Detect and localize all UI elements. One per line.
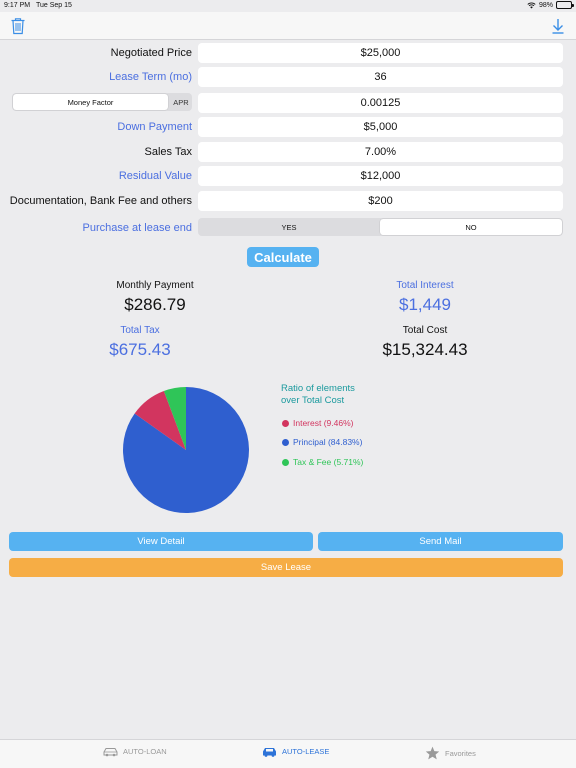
tab-label-auto-loan: AUTO-LOAN [123,747,167,756]
negotiated-price-label: Negotiated Price [110,47,192,59]
pie-slice-tax-fee [163,387,186,450]
tab-label-favorites: Favorites [445,748,476,758]
legend-item-interest: Interest (9.46%) [282,418,353,428]
down-payment-row: Down Payment $5,000 [0,117,576,139]
negotiated-price-row: Negotiated Price $25,000 [0,43,576,65]
purchase-no-option[interactable]: NO [380,219,562,235]
legend-dot-tax-fee [282,458,289,466]
wifi-icon [527,2,536,8]
cost-pie-chart [123,387,249,513]
negotiated-price-field[interactable]: $25,000 [198,43,563,63]
total-cost-value: $15,324.43 [382,340,468,359]
rate-type-segmented-control: Money Factor APR [12,93,192,111]
total-interest-label: Total Interest [396,280,454,291]
battery-icon [556,1,574,9]
money-factor-option[interactable]: Money Factor [13,94,168,110]
calculate-button[interactable]: Calculate [247,247,319,267]
download-icon[interactable] [550,17,566,35]
lease-term-label[interactable]: Lease Term (mo) [109,71,192,83]
total-tax-block: Total Tax $675.43 [80,325,200,360]
star-icon [425,746,440,760]
purchase-at-end-label[interactable]: Purchase at lease end [82,222,192,234]
sales-tax-field[interactable]: 7.00% [198,142,563,162]
total-cost-block: Total Cost $15,324.43 [350,325,500,360]
tab-favorites[interactable]: Favorites [425,746,476,760]
legend-item-tax-fee: Tax & Fee (5.71%) [282,457,363,467]
status-right: 98% [527,1,574,9]
residual-value-field[interactable]: $12,000 [198,166,563,186]
residual-value-label[interactable]: Residual Value [118,170,192,182]
status-time: 9:17 PM [4,2,31,9]
total-tax-value: $675.43 [109,340,171,359]
total-interest-value: $1,449 [399,295,451,314]
tab-bar: AUTO-LOAN AUTO-LEASE Favorites [0,739,576,768]
send-mail-button[interactable]: Send Mail [318,532,563,551]
save-lease-button[interactable]: Save Lease [9,558,563,577]
legend-label-principal: Principal (84.83%) [293,437,363,447]
rate-field[interactable]: 0.00125 [198,93,563,113]
tab-auto-lease[interactable]: AUTO-LEASE [262,746,329,757]
legend-dot-interest [282,419,289,427]
apr-option[interactable]: APR [173,97,189,107]
chart-title-line-1: Ratio of elements [281,383,355,394]
lease-term-row: Lease Term (mo) 36 [0,67,576,89]
car-icon [263,748,276,757]
pie-slice-interest [134,391,186,450]
fees-row: Documentation, Bank Fee and others $200 [0,191,576,213]
residual-value-row: Residual Value $12,000 [0,166,576,188]
view-detail-button[interactable]: View Detail [9,532,313,551]
car-icon [103,748,118,757]
nav-bar [0,12,576,40]
status-bar: 9:17 PM Tue Sep 15 98% [0,0,576,12]
legend-label-interest: Interest (9.46%) [293,418,354,428]
monthly-payment-block: Monthly Payment $286.79 [80,280,230,315]
fees-field[interactable]: $200 [198,191,563,211]
tab-label-auto-lease: AUTO-LEASE [282,747,330,756]
sales-tax-row: Sales Tax 7.00% [0,142,576,164]
lease-term-field[interactable]: 36 [198,67,563,87]
tab-auto-loan[interactable]: AUTO-LOAN [103,746,167,757]
purchase-segmented-control: YES NO [198,218,563,236]
total-interest-block: Total Interest $1,449 [350,280,500,315]
purchase-yes-option[interactable]: YES [281,222,297,232]
total-tax-label: Total Tax [120,325,160,336]
battery-percent: 98% [538,1,553,9]
monthly-payment-label: Monthly Payment [116,280,194,291]
status-date: Tue Sep 15 [36,2,72,9]
purchase-row: Purchase at lease end YES NO [0,218,576,240]
fees-label: Documentation, Bank Fee and others [9,195,192,207]
rate-row: Money Factor APR 0.00125 [0,93,576,115]
trash-icon[interactable] [10,17,26,35]
down-payment-field[interactable]: $5,000 [198,117,563,137]
monthly-payment-value: $286.79 [124,295,186,314]
sales-tax-label: Sales Tax [144,146,193,158]
down-payment-label[interactable]: Down Payment [117,121,192,133]
legend-label-tax-fee: Tax & Fee (5.71%) [293,457,364,467]
legend-dot-principal [282,438,289,446]
legend-item-principal: Principal (84.83%) [282,437,362,447]
chart-legend-title: Ratio of elements over Total Cost [281,383,355,407]
total-cost-label: Total Cost [402,325,448,336]
chart-title-line-2: over Total Cost [281,395,345,406]
